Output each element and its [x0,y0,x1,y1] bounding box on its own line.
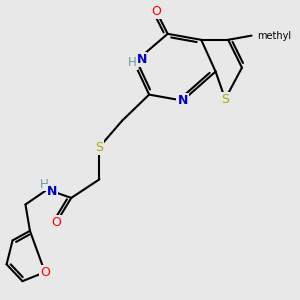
Text: N: N [46,184,57,197]
Text: S: S [221,93,229,106]
Text: N: N [178,94,188,107]
Text: H: H [128,56,137,69]
Text: O: O [152,5,161,18]
Text: methyl: methyl [257,31,291,40]
Text: S: S [95,140,104,154]
Text: N: N [136,53,147,66]
Text: O: O [51,216,61,229]
Text: O: O [40,266,50,279]
Text: H: H [40,178,49,190]
